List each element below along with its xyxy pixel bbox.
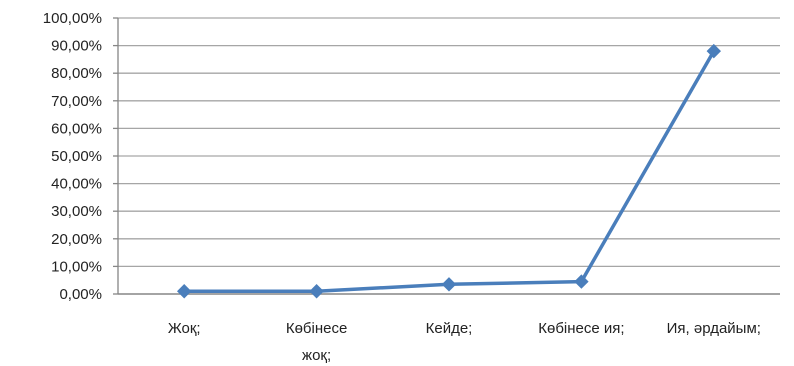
x-category-label-line: Ия, әрдайым; (667, 320, 761, 337)
x-category-label: Жоқ; (168, 320, 201, 337)
x-category-label: Көбінесе жоқ; (286, 320, 347, 364)
data-point-marker (441, 277, 457, 292)
y-tick-label: 50,00% (51, 148, 102, 165)
y-tick-label: 20,00% (51, 231, 102, 248)
data-point-marker (574, 274, 589, 289)
gridlines (118, 17, 780, 268)
y-tick-label: 60,00% (51, 120, 102, 137)
x-axis (117, 18, 780, 295)
data-point-marker (706, 43, 722, 59)
x-category-label-line: Кейде; (426, 320, 473, 337)
data-point-marker (309, 284, 324, 299)
x-category-label: Кейде; (426, 320, 473, 337)
y-tick-label: 0,00% (59, 286, 102, 303)
x-category-label-line: жоқ; (302, 347, 331, 364)
y-tick-label: 100,00% (43, 10, 102, 27)
series-group (176, 43, 722, 299)
x-category-label: Ия, әрдайым; (667, 320, 761, 337)
x-axis-labels: Жоқ; Көбінесе жоқ; Кейде; Көбінесе ия; Ия, әр… (168, 320, 761, 364)
x-category-label-line: Көбінесе (286, 320, 347, 337)
y-tick-label: 70,00% (51, 93, 102, 110)
x-category-label: Көбінесе ия; (538, 320, 624, 337)
y-tick-label: 90,00% (51, 38, 102, 55)
x-category-label-line: Жоқ; (168, 320, 201, 337)
y-tick-label: 10,00% (51, 258, 102, 275)
x-category-label-line: Көбінесе ия; (538, 320, 624, 337)
y-tick-label: 30,00% (51, 203, 102, 220)
series-line (182, 49, 716, 293)
y-tick-label: 40,00% (51, 176, 102, 193)
y-axis-ticks: 0,00% 10,00% 20,00% 30,00% 40,00% 50,00% 60,00… (43, 10, 118, 303)
y-tick-label: 80,00% (51, 65, 102, 82)
data-point-marker (176, 284, 192, 299)
